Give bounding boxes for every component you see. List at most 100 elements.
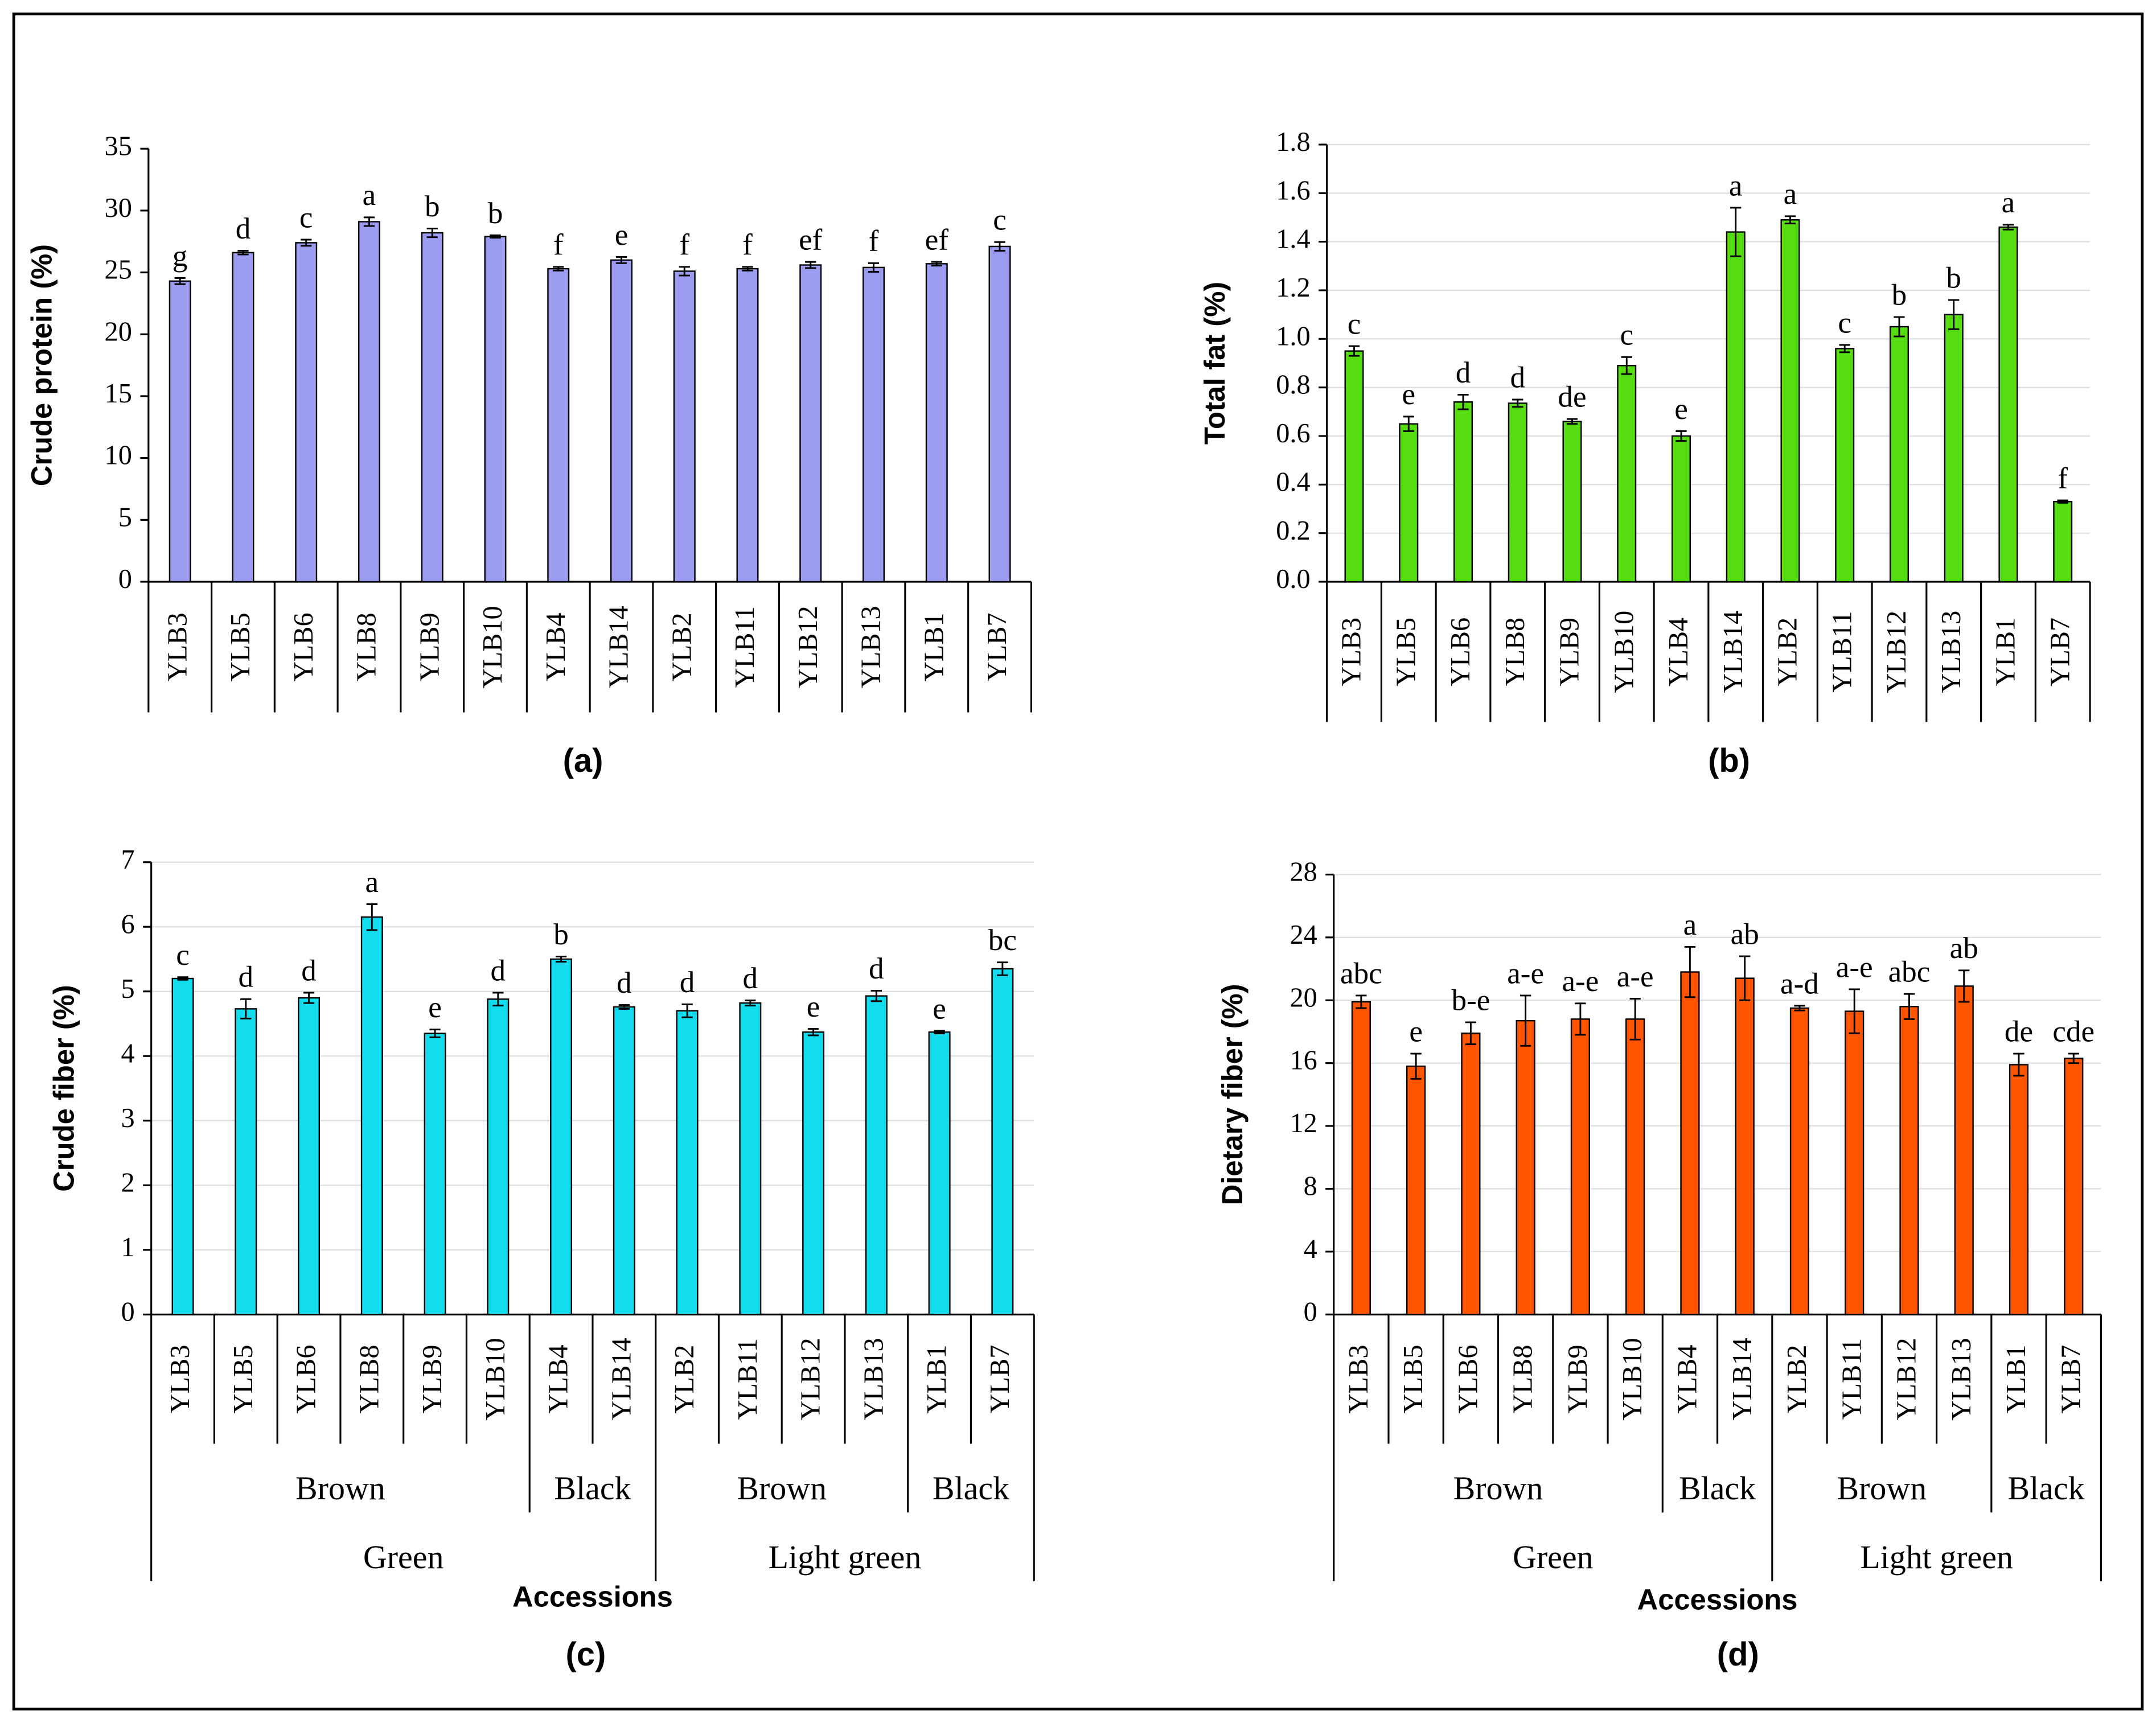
- error-bar: [1629, 998, 1641, 1041]
- significance-letter: a-e: [1836, 951, 1873, 984]
- x-tick-label: YLB4: [544, 1344, 574, 1413]
- bar: [360, 916, 383, 1315]
- y-tick-label: 20: [1290, 982, 1317, 1013]
- x-tick-label: YLB2: [670, 1344, 700, 1413]
- error-bar: [237, 250, 249, 256]
- bar: [1351, 1001, 1371, 1315]
- error-bar: [1839, 344, 1850, 353]
- x-tick-label: YLB10: [481, 1338, 511, 1420]
- bar: [1461, 1033, 1481, 1315]
- bar: [235, 1008, 257, 1315]
- figure-border: [12, 13, 2144, 1710]
- group-label: Brown: [1837, 1470, 1927, 1507]
- error-bar: [2013, 1052, 2024, 1077]
- y-tick-label: 1.8: [1276, 127, 1310, 157]
- y-tick-label: 24: [1290, 920, 1317, 950]
- significance-letter: b: [553, 918, 569, 951]
- error-bar: [997, 961, 1008, 976]
- bar: [1508, 402, 1527, 583]
- x-tick-label: YLB14: [1727, 1338, 1757, 1420]
- bar: [424, 1033, 446, 1315]
- y-tick-label: 0: [1304, 1297, 1317, 1327]
- x-tick-label: YLB3: [1337, 618, 1367, 686]
- x-tick-label: YLB7: [2056, 1344, 2086, 1413]
- significance-letter: a: [2002, 186, 2015, 219]
- bar: [2064, 1058, 2084, 1315]
- bar: [232, 252, 254, 583]
- bar: [928, 1031, 951, 1315]
- significance-letter: d: [869, 952, 884, 985]
- x-tick-label: YLB3: [1344, 1344, 1374, 1413]
- y-tick-label: 12: [1290, 1108, 1317, 1138]
- significance-letter: f: [2058, 462, 2068, 495]
- significance-letter: e: [807, 990, 820, 1023]
- significance-letter: e: [1409, 1015, 1423, 1048]
- y-axis-label: Dietary fiber (%): [1216, 984, 1249, 1205]
- error-bar: [303, 992, 315, 1004]
- x-tick-label: YLB2: [667, 612, 697, 681]
- significance-letter: f: [869, 225, 879, 258]
- error-bar: [2068, 1052, 2079, 1064]
- error-bar: [618, 1004, 630, 1010]
- x-axis-label: Accessions: [512, 1581, 673, 1613]
- y-tick-label: 1: [121, 1232, 135, 1263]
- bar: [1726, 231, 1746, 583]
- error-bar: [1465, 1021, 1477, 1045]
- bar: [1954, 985, 1974, 1315]
- error-bar: [1784, 215, 1796, 225]
- significance-letter: e: [428, 991, 442, 1024]
- bar: [298, 997, 321, 1315]
- bar: [1998, 226, 2018, 583]
- y-tick-label: 0.4: [1276, 467, 1310, 497]
- error-bar: [870, 990, 882, 1002]
- panel-label: (a): [563, 743, 603, 779]
- x-tick-label: YLB5: [1391, 618, 1421, 686]
- significance-letter: d: [1510, 361, 1525, 394]
- x-tick-label: YLB10: [478, 606, 508, 688]
- y-tick-label: 0.8: [1276, 370, 1310, 400]
- bar: [1889, 326, 1909, 583]
- significance-letter: abc: [1888, 956, 1931, 989]
- x-tick-label: YLB10: [1609, 611, 1639, 693]
- y-tick-label: 0: [121, 1297, 135, 1327]
- x-tick-label: YLB1: [1991, 618, 2021, 686]
- y-tick-label: 1.0: [1276, 321, 1310, 351]
- significance-letter: e: [1674, 393, 1688, 426]
- x-tick-label: YLB7: [985, 1344, 1015, 1413]
- significance-letter: ef: [925, 223, 949, 256]
- group-label: Brown: [737, 1470, 827, 1507]
- x-tick-label: YLB9: [1555, 618, 1585, 686]
- significance-letter: cde: [2052, 1015, 2095, 1048]
- bar: [1944, 314, 1964, 583]
- significance-letter: a: [363, 179, 376, 212]
- significance-letter: a: [366, 866, 379, 899]
- error-bar: [426, 227, 438, 238]
- bar: [1406, 1065, 1426, 1315]
- x-tick-label: YLB8: [1500, 618, 1530, 686]
- significance-letter: a-e: [1562, 965, 1599, 998]
- x-tick-label: YLB1: [2001, 1344, 2031, 1413]
- significance-letter: a-e: [1507, 957, 1544, 990]
- bar: [1671, 435, 1691, 583]
- significance-letter: ef: [799, 223, 823, 256]
- x-tick-label: YLB14: [1718, 611, 1748, 693]
- bar: [1344, 350, 1364, 583]
- error-bar: [934, 1030, 945, 1034]
- x-tick-label: YLB4: [541, 612, 571, 681]
- error-bar: [1894, 316, 1905, 338]
- x-tick-label: YLB6: [1445, 618, 1476, 686]
- x-tick-label: YLB5: [225, 612, 256, 681]
- group-label: Black: [554, 1470, 631, 1507]
- y-axis-label: Crude fiber (%): [47, 985, 80, 1191]
- significance-letter: c: [1838, 306, 1851, 339]
- significance-letter: c: [176, 939, 190, 972]
- bar: [1899, 1006, 1919, 1315]
- bar: [1516, 1019, 1535, 1315]
- significance-letter: d: [301, 954, 317, 987]
- y-tick-label: 25: [105, 255, 132, 285]
- y-tick-label: 1.6: [1276, 175, 1310, 205]
- error-bar: [363, 216, 375, 227]
- bar: [863, 266, 885, 583]
- y-tick-label: 4: [1304, 1234, 1317, 1264]
- y-tick-label: 0.2: [1276, 516, 1310, 546]
